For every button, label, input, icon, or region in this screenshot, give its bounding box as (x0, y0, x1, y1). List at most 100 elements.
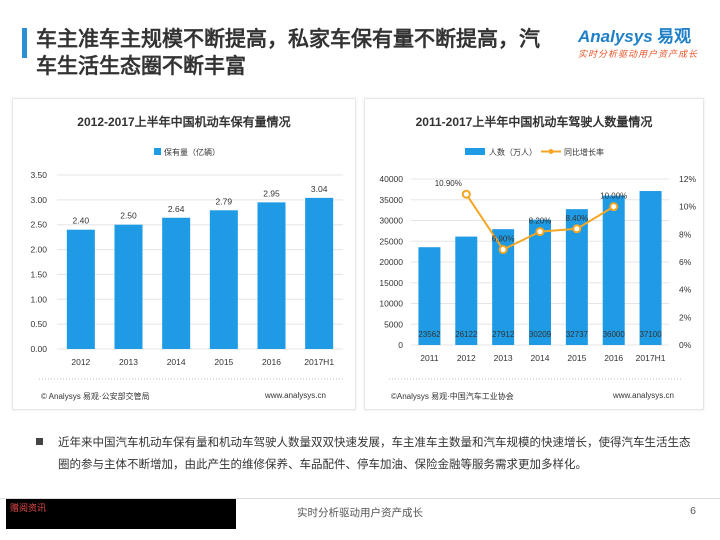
growth-rate-point (461, 189, 471, 199)
footer-divider (0, 498, 720, 499)
legend-label: 人数（万人） (489, 147, 537, 157)
growth-rate-label: 10.00% (600, 192, 627, 201)
y-tick-label: 1.50 (30, 269, 47, 279)
growth-rate-point (535, 227, 545, 237)
page-title: 车主准车主规模不断提高，私家车保有量不断提高，汽车生活生态圈不断丰富 (36, 28, 540, 78)
bar-value-label: 23562 (418, 330, 441, 339)
chart-title: 2012-2017上半年中国机动车保有量情况 (77, 115, 291, 129)
growth-rate-label: 10.90% (435, 179, 462, 188)
growth-rate-label: 8.20% (529, 217, 552, 226)
bar-value-label: 36000 (603, 330, 626, 339)
data-label: 2.50 (120, 211, 137, 221)
bar (66, 229, 95, 349)
chart-source: © Analysys 易观·公安部交管局 (41, 392, 150, 401)
chart-vehicle-ownership: 保有量（亿辆） 0.00 0.50 1.00 1.50 2.00 2.50 3.00 3.50 2… (30, 147, 343, 380)
bar (602, 195, 625, 345)
y2-tick-label: 12% (679, 174, 696, 184)
bar (565, 209, 588, 345)
chart-site: www.analysys.cn (265, 391, 326, 400)
title-accent-bar (22, 28, 27, 58)
chart-title: 2011-2017上半年中国机动车驾驶人数量情况 (415, 115, 653, 129)
bar (492, 229, 515, 345)
data-label: 2.64 (168, 204, 185, 214)
bar-value-label: 37100 (639, 330, 662, 339)
growth-rate-label: 6.90% (492, 235, 515, 244)
logo-main-text: Analysys (578, 27, 653, 46)
legend-swatch-marker (548, 149, 554, 154)
x-tick-label: 2014 (531, 353, 550, 363)
y-tick-label: 2.50 (30, 220, 47, 230)
y-tick-label: 5000 (384, 319, 403, 329)
footer-badge (6, 499, 236, 529)
bar-value-label: 32737 (566, 330, 589, 339)
y-tick-label: 3.50 (30, 170, 47, 180)
summary-paragraph: 近年来中国汽车机动车保有量和机动车驾驶人数量双双快速发展，车主准车主数量和汽车规… (58, 437, 691, 471)
legend-label: 同比增长率 (564, 147, 604, 157)
growth-rate-label: 8.40% (566, 214, 589, 223)
legend-label: 保有量（亿辆） (164, 147, 220, 157)
bar-value-label: 26122 (455, 330, 478, 339)
bullet-icon (36, 438, 43, 445)
legend-swatch (154, 148, 161, 155)
chart-site: www.analysys.cn (613, 391, 674, 400)
x-tick-label: 2015 (214, 357, 233, 367)
bar (257, 202, 286, 349)
bar (305, 197, 334, 349)
y-tick-label: 20000 (379, 257, 403, 267)
x-tick-label: 2012 (71, 357, 90, 367)
growth-rate-point (498, 245, 508, 255)
x-tick-label: 2017H1 (636, 353, 666, 363)
chart-panel-driver-count: 2011-2017上半年中国机动车驾驶人数量情况 人数（万人） 同比增长率 0 500… (364, 98, 704, 410)
legend-swatch-bars (465, 148, 485, 155)
growth-rate-point (609, 202, 619, 212)
x-tick-label: 2011 (420, 353, 439, 363)
x-tick-label: 2014 (167, 357, 186, 367)
y2-tick-label: 2% (679, 312, 692, 322)
x-tick-label: 2013 (494, 353, 513, 363)
chart-panel-vehicle-ownership: 2012-2017上半年中国机动车保有量情况 保有量（亿辆） 0.00 0.50 1.… (12, 98, 356, 410)
y-tick-label: 10000 (379, 299, 403, 309)
y2-tick-label: 10% (679, 202, 696, 212)
footer-tagline: 实时分析驱动用户资产成长 (297, 507, 423, 519)
bar (209, 210, 238, 349)
y-tick-label: 1.00 (30, 294, 47, 304)
x-tick-label: 2016 (604, 353, 623, 363)
x-tick-label: 2012 (457, 353, 476, 363)
bar (529, 219, 551, 345)
y-tick-label: 25000 (379, 236, 403, 246)
data-label: 2.95 (263, 188, 280, 198)
data-label: 3.04 (311, 184, 328, 194)
bar-value-label: 27912 (492, 330, 515, 339)
bar (455, 236, 478, 345)
y-tick-label: 40000 (379, 174, 403, 184)
page-number: 6 (690, 505, 696, 517)
bar-value-label: 30209 (529, 330, 552, 339)
x-tick-label: 2016 (262, 357, 281, 367)
x-tick-label: 2015 (567, 353, 586, 363)
footer-badge-label: 赠阅资讯 (10, 503, 47, 513)
growth-rate-point (572, 224, 582, 234)
chart-source: ©Analysys 易观·中国汽车工业协会 (391, 392, 514, 401)
x-tick-label: 2013 (119, 357, 138, 367)
y2-tick-label: 4% (679, 285, 692, 295)
analysys-logo: Analysys 易观 实时分析驱动用户资产成长 (578, 22, 706, 62)
y2-tick-label: 0% (679, 340, 692, 350)
y-tick-label: 0.00 (30, 344, 47, 354)
y-tick-label: 15000 (379, 278, 403, 288)
y-tick-label: 30000 (379, 216, 403, 226)
data-label: 2.40 (73, 216, 90, 226)
y-tick-label: 0.50 (30, 319, 47, 329)
y-tick-label: 0 (398, 340, 403, 350)
y-tick-label: 2.00 (30, 245, 47, 255)
y-tick-label: 3.00 (30, 195, 47, 205)
bar (162, 217, 191, 349)
x-tick-label: 2017H1 (304, 357, 334, 367)
data-label: 2.79 (216, 196, 233, 206)
chart-driver-count: 人数（万人） 同比增长率 0 5000 10000 15000 20000 25000 3000… (379, 147, 696, 380)
logo-cn-text: 易观 (657, 27, 692, 46)
y2-tick-label: 6% (679, 257, 692, 267)
y2-tick-label: 8% (679, 229, 692, 239)
bar (418, 247, 441, 345)
bar (114, 224, 143, 349)
y-tick-label: 35000 (379, 195, 403, 205)
